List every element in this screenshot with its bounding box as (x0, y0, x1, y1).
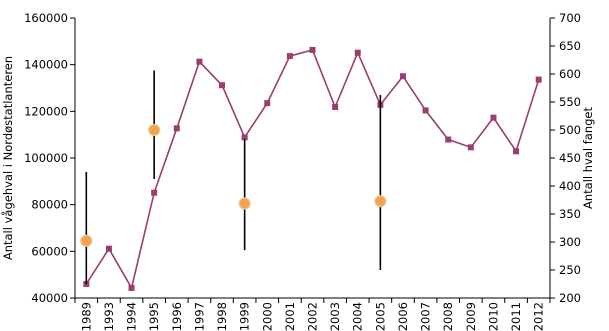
series-layer (80, 46, 542, 291)
series-point-marker (196, 58, 203, 65)
x-tick-label: 2010 (486, 302, 500, 331)
x-tick-label: 2002 (306, 302, 320, 331)
y-tick-label: 140000 (24, 58, 68, 72)
series-point-marker (264, 100, 271, 107)
series-point-marker (151, 189, 158, 196)
series-point-marker (354, 49, 361, 56)
x-tick-label: 1997 (192, 302, 206, 331)
series-point-marker (513, 148, 520, 155)
y2-tick-label: 600 (559, 67, 581, 81)
estimate-point (80, 234, 93, 247)
x-tick-label: 2008 (441, 302, 455, 331)
x-tick-label: 2011 (509, 302, 523, 331)
x-tick-label: 1994 (125, 302, 139, 331)
series-point-marker (422, 107, 429, 114)
series-point-marker (128, 284, 135, 291)
x-tick-label: 2004 (351, 302, 365, 331)
y-tick-label: 40000 (31, 291, 68, 305)
y2-tick-label: 700 (559, 11, 581, 25)
x-tick-label: 2003 (328, 302, 342, 331)
x-tick-label: 2012 (532, 302, 546, 331)
series-point-marker (467, 144, 474, 151)
plot-area (74, 18, 551, 299)
x-tick-label: 2000 (260, 302, 274, 331)
series-point-marker (309, 46, 316, 53)
x-ticks: 1989 1993 1994 1995 1996 1997 1998 1999 2000 2001… (74, 298, 551, 331)
x-tick-label: 1989 (79, 302, 93, 331)
series-point-marker (445, 136, 452, 143)
estimate-point (374, 195, 387, 208)
y2-tick-label: 500 (559, 123, 581, 137)
x-tick-label: 2006 (396, 302, 410, 331)
left-y-ticks: 40000 60000 80000 100000 120000 140000 160000 (24, 11, 75, 305)
x-tick-label: 2005 (373, 302, 387, 331)
series-point-marker (173, 125, 180, 132)
x-tick-label: 1993 (102, 302, 116, 331)
estimate-point (148, 123, 161, 137)
series-point-marker (219, 82, 226, 89)
right-y-ticks: 200 250 300 350 400 450 500 550 600 650 700 (550, 11, 581, 305)
x-tick-label: 1999 (238, 302, 252, 331)
x-tick-label: 2001 (283, 302, 297, 331)
y2-tick-label: 550 (559, 95, 581, 109)
y-tick-label: 120000 (24, 104, 68, 118)
series-point-marker (399, 73, 406, 80)
series-point-marker (105, 245, 112, 252)
y2-tick-label: 300 (559, 235, 581, 249)
y2-tick-label: 200 (559, 291, 581, 305)
series-point-marker (241, 134, 248, 141)
series-point-marker (535, 76, 542, 83)
y-axis-title: Antall vågehval i Nordøstatlanteren (1, 56, 15, 260)
y2-tick-label: 400 (559, 179, 581, 193)
y2-axis-title: Antall hval fanget (581, 107, 595, 210)
estimate-point (238, 197, 251, 210)
x-tick-label: 2009 (464, 302, 478, 331)
y-tick-label: 100000 (24, 151, 68, 165)
y2-tick-label: 250 (559, 263, 581, 277)
y-tick-label: 80000 (31, 198, 68, 212)
y2-tick-label: 450 (559, 151, 581, 165)
x-tick-label: 2007 (419, 302, 433, 331)
series-point-marker (286, 53, 293, 60)
y2-tick-label: 650 (559, 39, 581, 53)
series-point-marker (332, 104, 339, 111)
series-point-marker (490, 114, 497, 121)
x-tick-label: 1995 (147, 302, 161, 331)
x-tick-label: 1998 (215, 302, 229, 331)
y2-tick-label: 350 (559, 207, 581, 221)
y-tick-label: 160000 (24, 11, 68, 25)
y-tick-label: 60000 (31, 244, 68, 258)
x-tick-label: 1996 (170, 302, 184, 331)
